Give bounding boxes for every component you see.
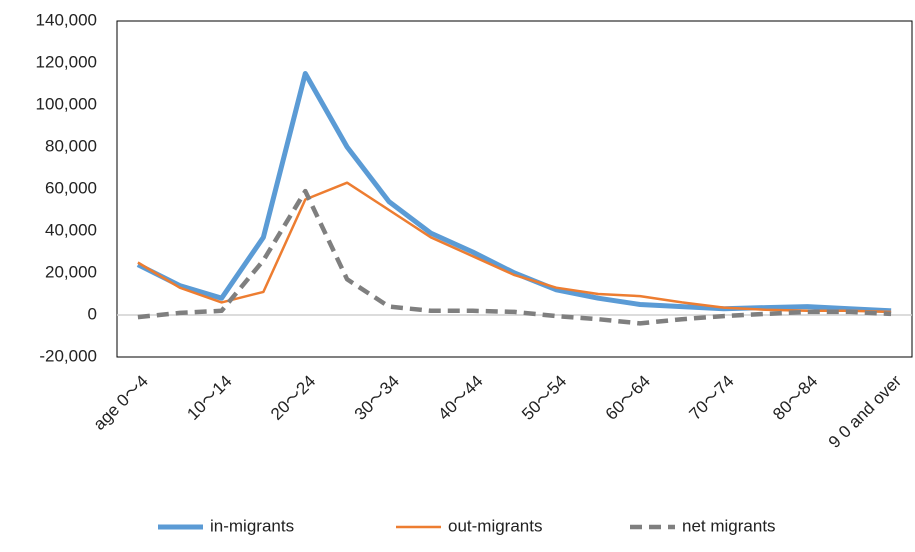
series-line [136, 71, 892, 314]
y-tick-label: 120,000 [36, 52, 97, 71]
y-tick-label: -20,000 [39, 346, 97, 365]
y-tick-label: 20,000 [45, 262, 97, 281]
y-tick-label: 0 [88, 304, 97, 323]
x-tick-label: 30～34 [351, 372, 403, 424]
legend-label: net migrants [682, 516, 776, 535]
x-tick-label: 80～84 [769, 372, 821, 424]
x-tick-label: 50～54 [518, 372, 570, 424]
legend-label: out-migrants [448, 516, 542, 535]
x-tick-label: 70～74 [686, 372, 738, 424]
series-line [137, 181, 892, 314]
plot-area [116, 20, 913, 358]
y-tick-label: 100,000 [36, 94, 97, 113]
x-tick-label: 9 0 and over [825, 371, 906, 452]
x-tick-label: 60～64 [602, 372, 654, 424]
y-tick-label: 80,000 [45, 136, 97, 155]
x-tick-label: 20～24 [267, 372, 319, 424]
legend-label: in-migrants [210, 516, 294, 535]
x-tick-label: 10～14 [183, 372, 235, 424]
x-tick-label: age 0～4 [90, 372, 152, 434]
series-line [137, 188, 892, 326]
y-tick-label: 140,000 [36, 10, 97, 29]
y-tick-label: 60,000 [45, 178, 97, 197]
y-tick-label: 40,000 [45, 220, 97, 239]
x-tick-label: 40～44 [434, 372, 486, 424]
